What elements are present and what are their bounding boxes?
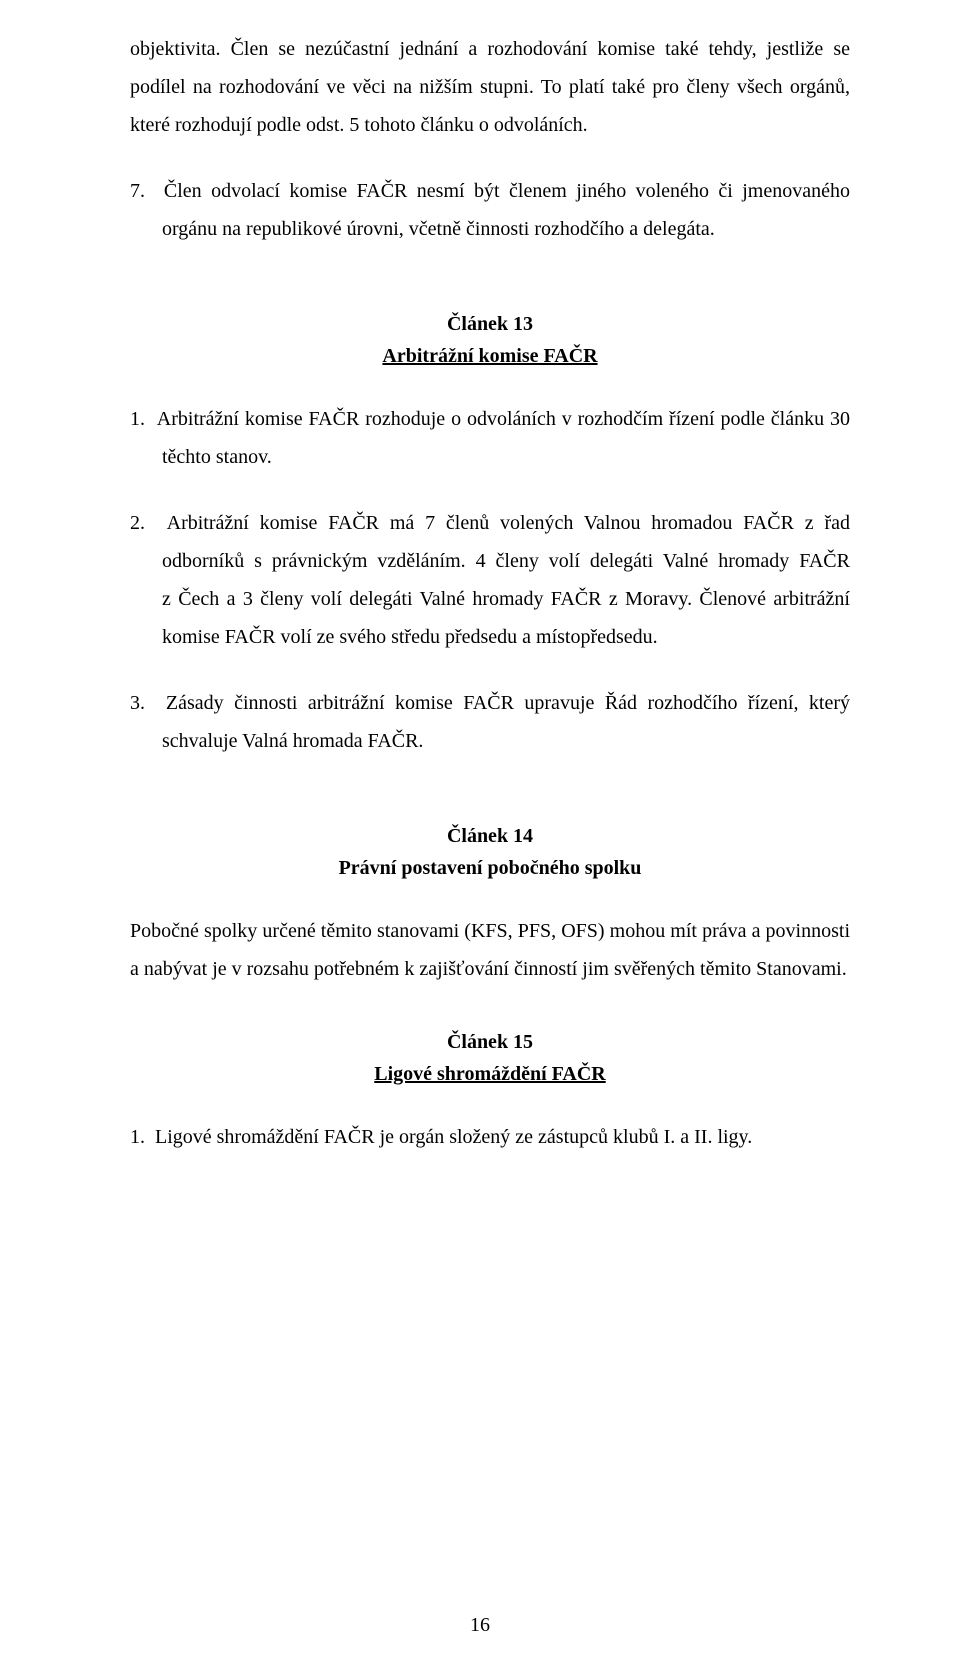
article-14-title: Článek 14: [130, 820, 850, 852]
article-13-para-3: 3. Zásady činnosti arbitrážní komise FAČ…: [130, 684, 850, 760]
spacer: [130, 656, 850, 684]
article-15-title: Článek 15: [130, 1026, 850, 1058]
spacer: [130, 248, 850, 308]
spacer: [130, 476, 850, 504]
page-number: 16: [0, 1614, 960, 1637]
document-page: objektivita. Člen se nezúčastní jednání …: [0, 0, 960, 1667]
spacer: [130, 760, 850, 820]
spacer: [130, 988, 850, 1026]
paragraph-7: 7. Člen odvolací komise FAČR nesmí být č…: [130, 172, 850, 248]
continuation-paragraph: objektivita. Člen se nezúčastní jednání …: [130, 30, 850, 144]
article-15-subtitle: Ligové shromáždění FAČR: [130, 1058, 850, 1090]
spacer: [130, 144, 850, 172]
article-13-title: Článek 13: [130, 308, 850, 340]
article-13-subtitle: Arbitrážní komise FAČR: [130, 340, 850, 372]
article-13-para-2: 2. Arbitrážní komise FAČR má 7 členů vol…: [130, 504, 850, 656]
article-13-para-1: 1. Arbitrážní komise FAČR rozhoduje o od…: [130, 400, 850, 476]
article-15-para-1: 1. Ligové shromáždění FAČR je orgán slož…: [130, 1118, 850, 1156]
article-14-body: Pobočné spolky určené těmito stanovami (…: [130, 912, 850, 988]
article-14-subtitle: Právní postavení pobočného spolku: [130, 852, 850, 884]
